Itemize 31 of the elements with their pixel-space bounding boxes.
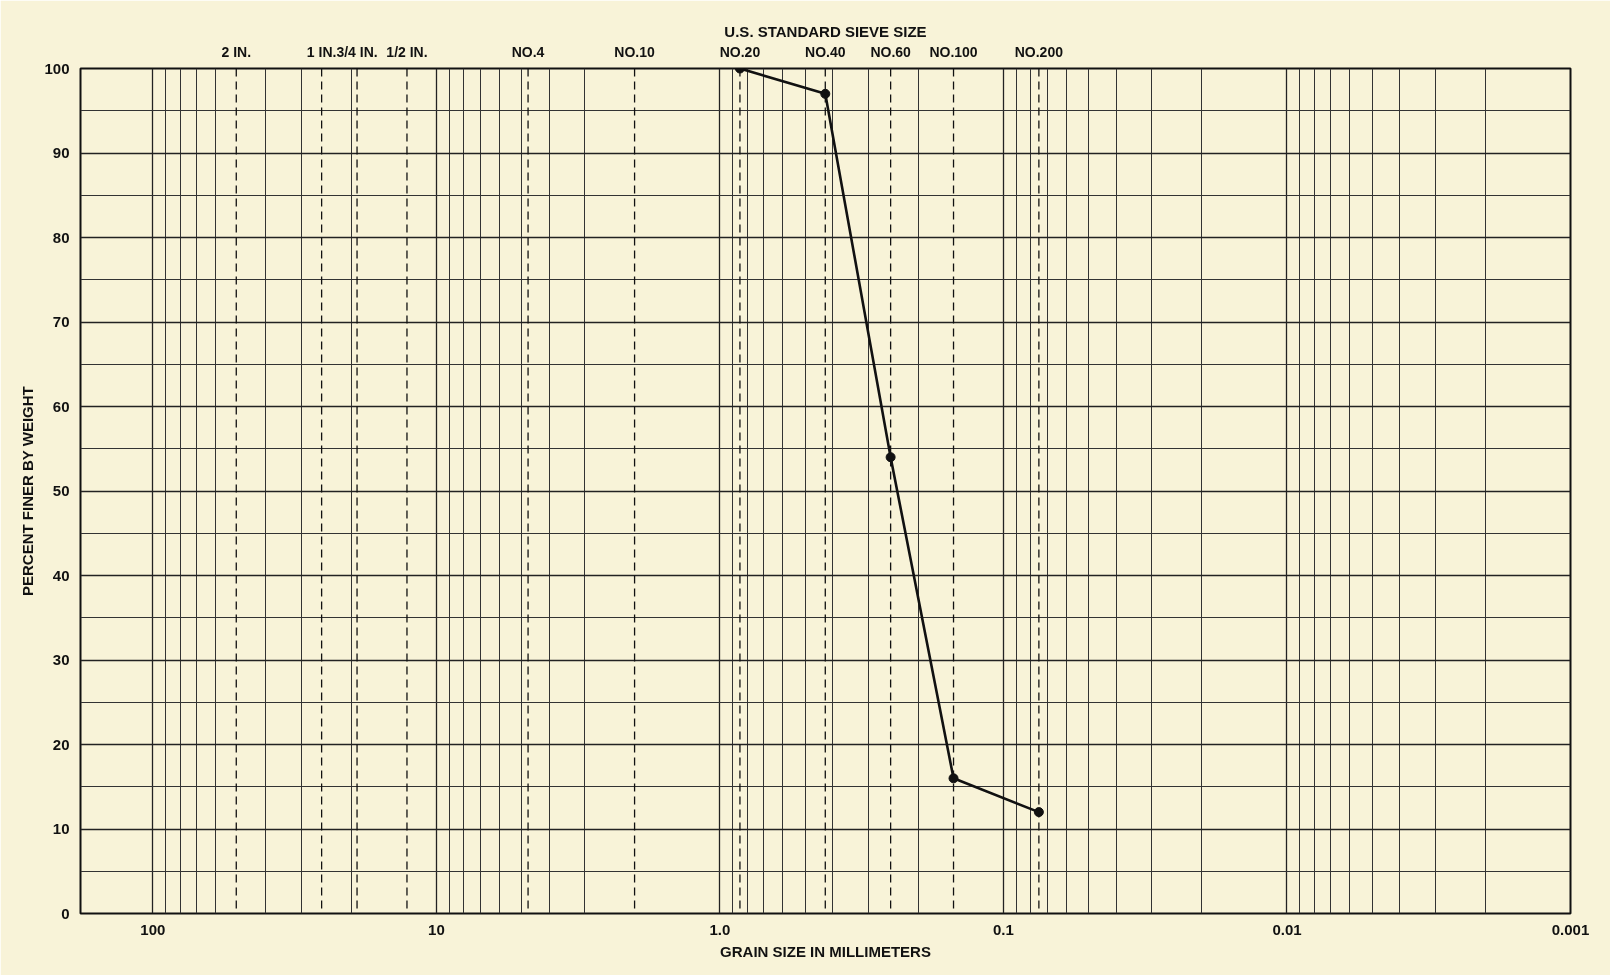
- chart-title: U.S. STANDARD SIEVE SIZE: [724, 22, 927, 40]
- x-tick-label: 0.1: [993, 920, 1014, 938]
- ref-line-label: NO.100: [929, 43, 978, 60]
- x-axis-title: GRAIN SIZE IN MILLIMETERS: [720, 942, 931, 960]
- y-tick-label: 40: [52, 566, 70, 584]
- ref-line-label: NO.200: [1014, 43, 1064, 60]
- y-tick-label: 10: [52, 820, 70, 837]
- y-axis-title: PERCENT FINER BY WEIGHT: [19, 386, 37, 596]
- y-tick-label: 70: [52, 313, 70, 330]
- y-tick-label: 100: [44, 59, 70, 77]
- ref-line-label: NO.10: [614, 43, 656, 60]
- ref-line-label: NO.40: [805, 43, 846, 60]
- y-tick-label: 50: [52, 482, 70, 499]
- ref-line-label: NO.4: [511, 43, 545, 60]
- x-tick-label: 0.001: [1551, 920, 1590, 938]
- y-tick-label: 20: [52, 735, 70, 753]
- ref-line-label: 1 IN.: [306, 43, 337, 60]
- x-tick-label: 0.01: [1272, 920, 1302, 938]
- y-tick-label: 60: [52, 397, 70, 415]
- y-tick-label: 90: [52, 144, 70, 161]
- ref-line-label: 3/4 IN.: [336, 43, 378, 60]
- ref-line-label: NO.20: [719, 43, 761, 60]
- x-tick-label: 100: [140, 920, 166, 938]
- y-tick-label: 0: [61, 904, 70, 922]
- y-tick-label: 80: [52, 228, 70, 246]
- ref-line-label: 1/2 IN.: [386, 43, 428, 60]
- x-tick-label: 1.0: [709, 920, 731, 938]
- x-tick-label: 10: [428, 920, 445, 938]
- ref-line-label: 2 IN.: [221, 43, 252, 60]
- ref-line-label: NO.60: [870, 43, 912, 60]
- y-tick-label: 30: [52, 651, 70, 668]
